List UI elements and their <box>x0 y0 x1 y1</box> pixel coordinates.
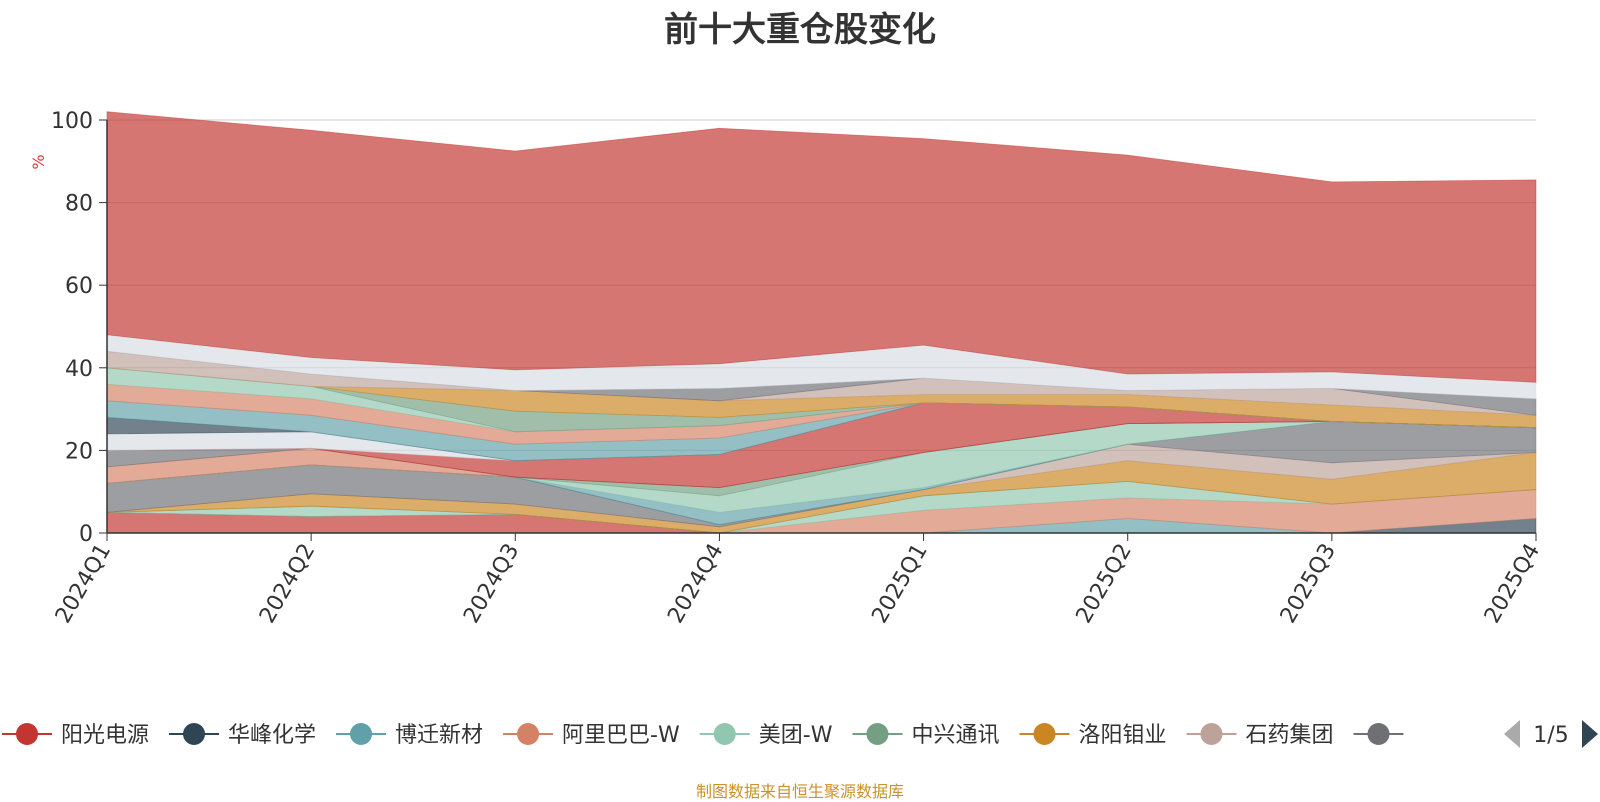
y-tick-label: 40 <box>65 357 93 382</box>
y-tick-label: 20 <box>65 439 93 464</box>
legend-item[interactable]: 石药集团 <box>1186 723 1334 748</box>
x-tick-label: 2025Q2 <box>1072 540 1137 628</box>
legend-label: 阿里巴巴-W <box>562 723 680 748</box>
legend-label: 博迁新材 <box>395 723 483 748</box>
y-tick-label: 80 <box>65 192 93 217</box>
legend-item[interactable]: 中兴通讯 <box>852 723 999 748</box>
x-tick-label: 2024Q4 <box>663 540 728 628</box>
legend-marker <box>16 723 38 745</box>
triangle-right-icon[interactable] <box>1582 720 1598 748</box>
legend-item[interactable]: 华峰化学 <box>169 723 316 748</box>
x-tick-label: 2025Q3 <box>1276 540 1341 628</box>
legend-marker <box>1367 723 1390 745</box>
y-axis-label: % <box>29 154 48 169</box>
legend-marker <box>350 723 373 745</box>
source-note: 制图数据来自恒生聚源数据库 <box>695 782 904 801</box>
legend[interactable]: 阳光电源 华峰化学 博迁新材 阿里巴巴-W 美团-W 中兴通讯 洛阳钼业 石药集团 1/5 <box>2 720 1598 748</box>
legend-label: 洛阳钼业 <box>1078 723 1166 748</box>
y-tick-label: 100 <box>51 109 93 134</box>
legend-marker <box>713 723 736 745</box>
chart-title: 前十大重仓股变化 <box>664 10 936 50</box>
x-tick-label: 2024Q1 <box>51 540 116 628</box>
legend-item[interactable]: 阳光电源 <box>2 723 149 748</box>
y-tick-label: 60 <box>65 274 93 299</box>
legend-item[interactable] <box>1353 723 1404 745</box>
x-tick-label: 2024Q2 <box>255 540 320 628</box>
legend-item[interactable]: 洛阳钼业 <box>1019 723 1166 748</box>
area-series-27 <box>106 111 1537 383</box>
legend-label: 中兴通讯 <box>911 723 999 748</box>
legend-item[interactable]: 阿里巴巴-W <box>503 723 680 748</box>
legend-label: 阳光电源 <box>61 723 149 748</box>
x-tick-label: 2025Q1 <box>867 540 932 628</box>
legend-label: 美团-W <box>759 723 833 748</box>
triangle-left-icon[interactable] <box>1504 720 1520 748</box>
legend-marker <box>866 723 889 745</box>
legend-marker <box>517 723 540 745</box>
legend-marker <box>183 723 206 745</box>
legend-item[interactable]: 博迁新材 <box>336 723 483 748</box>
y-tick-label: 0 <box>79 522 93 547</box>
x-tick-label: 2025Q4 <box>1480 540 1545 628</box>
legend-page-indicator: 1/5 <box>1533 723 1568 748</box>
area-series <box>106 111 1537 534</box>
legend-item[interactable]: 美团-W <box>699 723 833 748</box>
legend-label: 石药集团 <box>1245 723 1333 748</box>
legend-label: 华峰化学 <box>228 723 316 748</box>
legend-marker <box>1033 723 1056 745</box>
x-tick-label: 2024Q3 <box>459 540 524 628</box>
legend-marker <box>1200 723 1223 745</box>
